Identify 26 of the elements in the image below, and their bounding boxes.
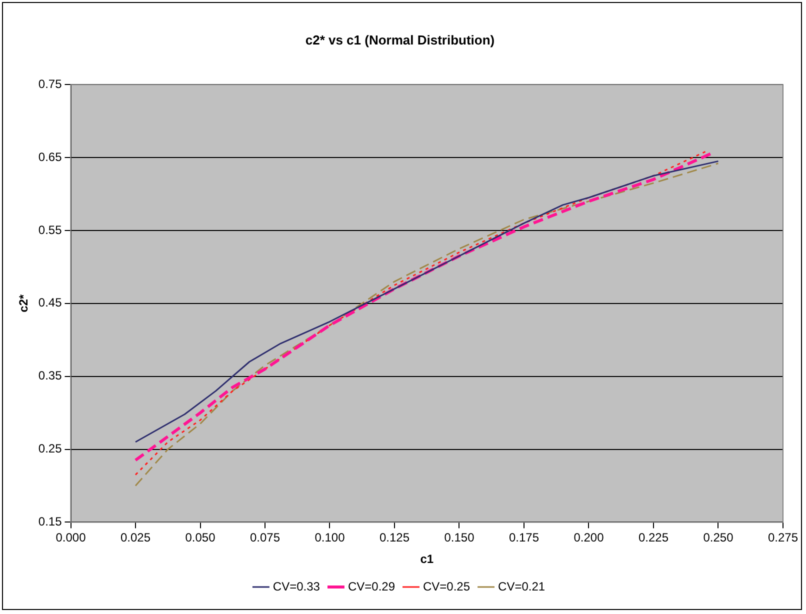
legend-label: CV=0.29 (348, 579, 396, 594)
y-tick-label: 0.55 (38, 222, 62, 237)
x-tick-label: 0.025 (120, 530, 151, 545)
legend-label: CV=0.21 (498, 579, 546, 594)
y-axis-title: c2* (16, 294, 31, 312)
x-tick-label: 0.175 (508, 530, 540, 545)
x-tick-label: 0.225 (638, 530, 669, 545)
x-tick-label: 0.250 (703, 530, 734, 545)
y-tick-label: 0.75 (38, 76, 62, 91)
x-tick-label: 0.125 (379, 530, 410, 545)
x-tick-label: 0.000 (56, 530, 86, 545)
x-tick-label: 0.275 (768, 530, 798, 545)
x-tick-label: 0.075 (250, 530, 280, 545)
x-tick-label: 0.100 (314, 530, 346, 545)
x-tick-label: 0.150 (444, 530, 475, 545)
y-tick-label: 0.15 (38, 514, 62, 529)
chart-title: c2* vs c1 (Normal Distribution) (305, 32, 495, 48)
legend-label: CV=0.33 (272, 579, 320, 594)
y-tick-label: 0.35 (38, 368, 62, 383)
y-tick-label: 0.65 (38, 150, 62, 164)
x-axis-title: c1 (420, 552, 434, 566)
legend-label: CV=0.25 (423, 579, 470, 594)
y-tick-label: 0.45 (38, 296, 62, 310)
y-tick-label: 0.25 (38, 442, 62, 456)
x-tick-label: 0.050 (185, 530, 216, 545)
x-tick-label: 0.200 (574, 530, 604, 545)
